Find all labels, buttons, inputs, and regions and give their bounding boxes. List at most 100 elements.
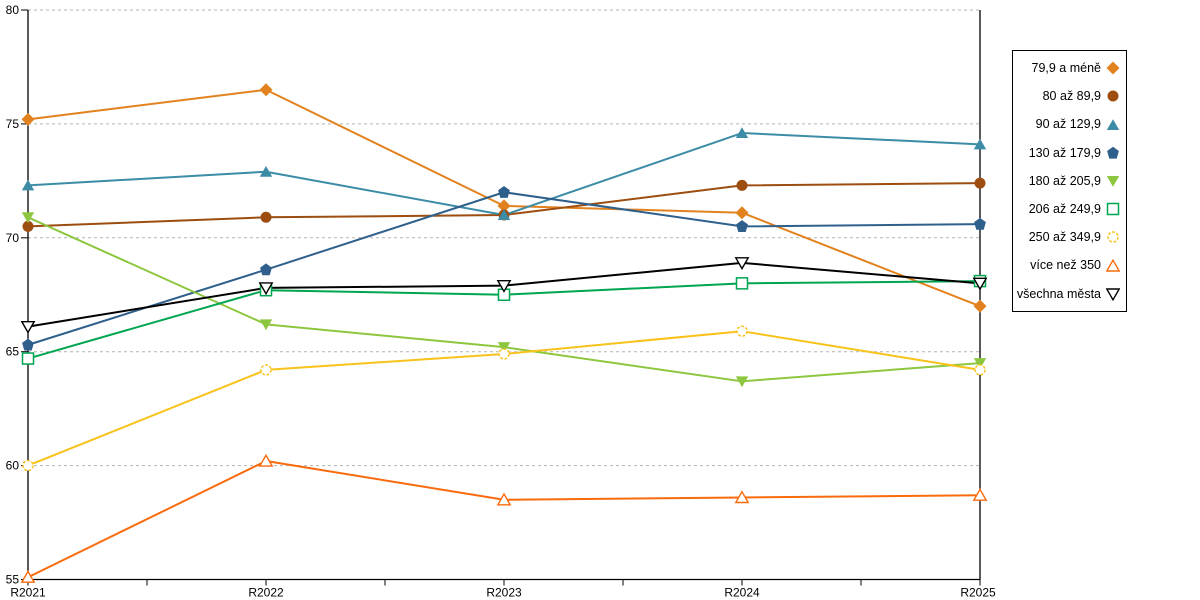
triangle-down-marker [1106, 175, 1120, 187]
circle-outline-marker [498, 348, 510, 360]
circle-outline-marker [736, 325, 748, 337]
legend-item-4: 180 až 205,9 [1015, 174, 1120, 188]
pentagon-marker [498, 185, 510, 198]
triangle-up-marker [259, 165, 273, 177]
triangle-up-marker [1106, 118, 1120, 130]
triangle-down-marker [21, 212, 35, 224]
triangle-up-outline-marker [20, 570, 36, 583]
series-markers-6 [22, 325, 986, 472]
triangle-down-marker [735, 376, 749, 388]
square-outline-marker-icon [1106, 202, 1120, 216]
axis-tick-label: 60 [6, 459, 20, 473]
series-markers-2 [21, 127, 987, 221]
series-markers-4 [21, 212, 987, 388]
legend-item-1: 80 až 89,9 [1015, 89, 1120, 103]
triangle-down-outline-marker [258, 282, 274, 296]
legend-label: 206 až 249,9 [1028, 201, 1101, 216]
legend-item-3: 130 až 179,9 [1015, 146, 1120, 160]
diamond-marker [497, 199, 511, 213]
legend-label: 130 až 179,9 [1028, 145, 1101, 160]
circle-marker [1107, 90, 1119, 102]
axis-tick-label: R2023 [486, 586, 522, 600]
triangle-up-outline-marker [496, 492, 512, 506]
triangle-down-outline-marker [734, 257, 750, 271]
triangle-down-marker [497, 342, 511, 353]
legend-label: 79,9 a méně [1031, 60, 1102, 75]
series-markers-7 [20, 453, 988, 583]
triangle-down-outline-marker-icon [1106, 288, 1120, 301]
triangle-up-marker [735, 127, 749, 139]
legend-label: 80 až 89,9 [1042, 89, 1101, 104]
pentagon-marker [22, 338, 34, 351]
triangle-down-outline-marker [496, 279, 512, 293]
diamond-marker [973, 299, 987, 313]
y-axis-ticks: 55 60 65 70 75 80 [6, 3, 28, 587]
legend-item-7: více než 350 [1015, 258, 1120, 273]
gridlines [28, 9, 980, 467]
axis-tick-label: 55 [6, 573, 20, 587]
axis-tick-label: R2021 [10, 586, 46, 600]
triangle-up-outline-marker [734, 490, 750, 504]
axis-tick-label: R2025 [960, 586, 996, 600]
legend-item-2: 90 až 129,9 [1015, 118, 1120, 132]
axis-tick-label: R2024 [724, 586, 760, 600]
legend-label: 90 až 129,9 [1035, 117, 1101, 132]
circle-marker [22, 220, 34, 232]
triangle-down-marker [259, 319, 273, 331]
axis-tick-label: 65 [6, 345, 20, 359]
square-outline-marker [1106, 202, 1120, 216]
diamond-marker [735, 206, 749, 220]
pentagon-marker [260, 263, 272, 276]
circle-outline-marker [974, 364, 986, 376]
legend-item-6: 250 až 349,9 [1015, 230, 1120, 244]
series-7 [27, 460, 981, 579]
triangle-down-outline-marker [972, 277, 988, 291]
diamond-marker [259, 83, 273, 97]
triangle-up-outline-marker [1106, 258, 1120, 272]
series-markers-0 [21, 83, 987, 313]
series-line-7 [27, 460, 981, 579]
triangle-up-outline-marker [972, 488, 988, 501]
circle-marker-icon [1107, 90, 1119, 102]
axis-tick-label: 70 [6, 231, 20, 245]
pentagon-marker [1107, 146, 1119, 159]
circle-outline-marker [22, 459, 34, 472]
diamond-marker [1106, 61, 1120, 75]
axis-tick-label: 75 [6, 117, 20, 131]
triangle-up-marker [973, 138, 987, 150]
circle-marker [736, 179, 748, 191]
legend-label: 180 až 205,9 [1028, 173, 1101, 188]
square-outline-marker [21, 352, 35, 365]
triangle-up-outline-marker [258, 453, 274, 467]
circle-outline-marker [260, 364, 272, 376]
triangle-up-marker-icon [1106, 118, 1120, 130]
diamond-marker-icon [1106, 61, 1120, 75]
legend-item-5: 206 až 249,9 [1015, 202, 1120, 216]
axis-tick-label: 80 [6, 3, 20, 17]
series-markers-8 [20, 257, 988, 334]
series-markers-3 [22, 185, 986, 351]
triangle-up-outline-marker-icon [1106, 258, 1120, 272]
axis-tick-label: R2022 [248, 586, 284, 600]
legend-item-8: všechna města [1015, 287, 1120, 301]
triangle-down-outline-marker [20, 320, 36, 334]
circle-outline-marker [1107, 231, 1119, 244]
legend-label: více než 350 [1030, 258, 1101, 273]
x-axis-ticks: R2021 R2022 R2023 R2024 R2025 [10, 579, 996, 600]
triangle-up-marker [21, 179, 35, 191]
circle-marker [260, 211, 272, 223]
legend-label: všechna města [1016, 286, 1101, 301]
square-outline-marker [735, 277, 749, 290]
legend: 79,9 a méně 80 až 89,9 90 až 129,9 130 a… [1012, 50, 1127, 312]
pentagon-marker-icon [1107, 146, 1119, 159]
legend-label: 250 až 349,9 [1028, 230, 1101, 245]
pentagon-marker [974, 217, 986, 230]
legend-item-0: 79,9 a méně [1015, 61, 1120, 75]
series-0 [27, 88, 981, 308]
circle-marker [974, 177, 986, 189]
pentagon-marker [736, 220, 748, 233]
circle-outline-marker-icon [1107, 231, 1119, 244]
diamond-marker [21, 112, 35, 126]
